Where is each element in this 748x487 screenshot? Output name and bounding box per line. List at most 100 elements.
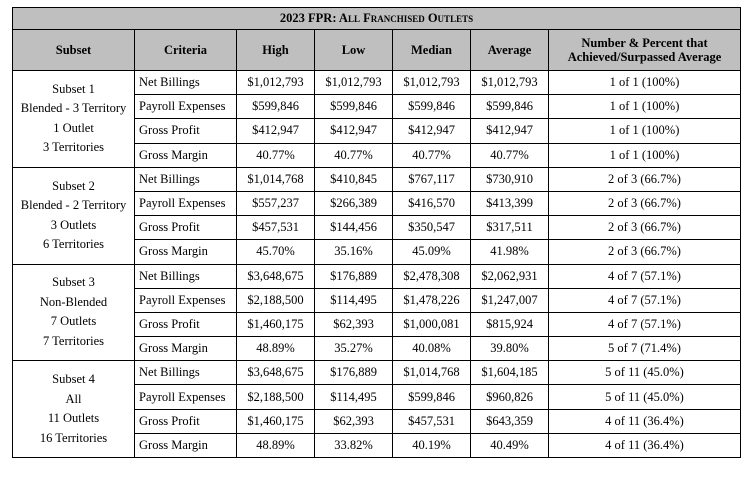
table-row: Payroll Expenses $599,846 $599,846 $599,846… [13, 94, 741, 120]
header-subset: Subset [12, 29, 135, 71]
low-cell: $412,947 [314, 118, 393, 144]
header-median: Median [392, 29, 471, 71]
median-cell: $457,531 [392, 408, 471, 434]
median-cell: 40.77% [392, 142, 471, 168]
achieved-cell: 5 of 7 (71.4%) [548, 336, 741, 362]
high-cell: $3,648,675 [236, 360, 315, 386]
header-criteria: Criteria [134, 29, 237, 71]
achieved-cell: 5 of 11 (45.0%) [548, 360, 741, 386]
median-cell: $1,012,793 [392, 69, 471, 96]
subset-label-line: Subset 4 [52, 372, 95, 387]
criteria-cell: Gross Margin [134, 336, 237, 362]
achieved-cell: 1 of 1 (100%) [548, 69, 741, 96]
subset-label: Subset 2 Blended - 2 Territory 3 Outlets 6 … [12, 166, 135, 265]
header-row: Subset Criteria High Low Median Average … [12, 29, 741, 71]
high-cell: $1,460,175 [236, 311, 315, 338]
achieved-cell: 2 of 3 (66.7%) [548, 190, 741, 217]
average-cell: $1,247,007 [470, 287, 549, 313]
low-cell: 35.16% [314, 239, 393, 265]
subset-label-line: Subset 1 [52, 81, 95, 96]
average-cell: $413,399 [470, 190, 549, 217]
subset-label-line: 6 Territories [42, 237, 105, 252]
criteria-cell: Gross Profit [134, 408, 237, 434]
achieved-cell: 5 of 11 (45.0%) [548, 384, 741, 410]
achieved-cell: 4 of 7 (57.1%) [548, 287, 741, 313]
high-cell: 48.89% [236, 432, 315, 459]
low-cell: $176,889 [314, 360, 393, 386]
table-row: Payroll Expenses $557,237 $266,389 $416,570… [13, 190, 741, 217]
criteria-cell: Gross Margin [134, 239, 237, 265]
header-achieved: Number & Percent that Achieved/Surpassed… [548, 29, 741, 71]
subset-label: Subset 4 All 11 Outlets 16 Territories [12, 360, 135, 458]
median-cell: $412,947 [392, 118, 471, 144]
achieved-cell: 1 of 1 (100%) [548, 94, 741, 120]
subset-label: Subset 3 Non-Blended 7 Outlets 7 Territorie… [12, 263, 135, 362]
median-cell: $350,547 [392, 215, 471, 241]
criteria-cell: Gross Profit [134, 311, 237, 338]
achieved-cell: 1 of 1 (100%) [548, 118, 741, 144]
average-cell: $412,947 [470, 118, 549, 144]
achieved-cell: 4 of 7 (57.1%) [548, 311, 741, 338]
criteria-cell: Payroll Expenses [134, 287, 237, 313]
table-title: 2023 FPR: All Franchised Outlets [12, 7, 741, 30]
subset-label-line: 7 Outlets [50, 314, 97, 329]
median-cell: $1,478,226 [392, 287, 471, 313]
average-cell: $1,012,793 [470, 69, 549, 96]
table-row: Subset 1 Blended - 3 Territory 1 Outlet 3 T… [12, 69, 741, 168]
median-cell: 40.19% [392, 432, 471, 459]
table-row: Subset 2 Blended - 2 Territory 3 Outlets 6 … [12, 166, 741, 265]
subset-label-line: Subset 3 [52, 275, 95, 290]
median-cell: $2,478,308 [392, 263, 471, 289]
low-cell: $176,889 [314, 263, 393, 289]
criteria-cell: Gross Profit [134, 118, 237, 144]
table-row: Subset 3 Non-Blended 7 Outlets 7 Territorie… [12, 263, 741, 362]
high-cell: $557,237 [236, 190, 315, 217]
subset-label-line: Non-Blended [39, 294, 108, 309]
average-cell: 40.49% [470, 432, 549, 459]
median-cell: 40.08% [392, 336, 471, 362]
high-cell: $2,188,500 [236, 384, 315, 410]
header-achieved-line1: Number & Percent that [581, 36, 708, 50]
criteria-cell: Payroll Expenses [134, 384, 237, 410]
table-row: Gross Margin 40.77% 40.77% 40.77% 40.77% 1 of… [13, 142, 741, 168]
criteria-cell: Gross Margin [134, 142, 237, 168]
high-cell: 45.70% [236, 239, 315, 265]
high-cell: $599,846 [236, 94, 315, 120]
average-cell: $599,846 [470, 94, 549, 120]
achieved-cell: 2 of 3 (66.7%) [548, 166, 741, 192]
subset-label: Subset 1 Blended - 3 Territory 1 Outlet 3 T… [12, 70, 135, 168]
subset-label-line: Blended - 2 Territory [20, 198, 127, 213]
median-cell: $599,846 [392, 94, 471, 120]
median-cell: $1,014,768 [392, 360, 471, 386]
table-title-row: 2023 FPR: All Franchised Outlets [12, 7, 741, 30]
high-cell: $457,531 [236, 215, 315, 241]
header-high: High [236, 29, 315, 71]
high-cell: $1,014,768 [236, 166, 315, 192]
high-cell: $2,188,500 [236, 287, 315, 313]
fpr-table: 2023 FPR: All Franchised Outlets Subset … [12, 7, 741, 459]
median-cell: $1,000,081 [392, 311, 471, 338]
table-row: Gross Profit $1,460,175 $62,393 $457,531 $64… [13, 408, 741, 434]
subset-label-line: All [65, 391, 82, 406]
subset-label-line: 3 Territories [42, 140, 105, 155]
header-low: Low [314, 29, 393, 71]
median-cell: $599,846 [392, 384, 471, 410]
average-cell: 39.80% [470, 336, 549, 362]
subset-label-line: 1 Outlet [53, 120, 94, 135]
achieved-cell: 2 of 3 (66.7%) [548, 239, 741, 265]
high-cell: $1,460,175 [236, 408, 315, 434]
average-cell: $1,604,185 [470, 360, 549, 386]
low-cell: 40.77% [314, 142, 393, 168]
achieved-cell: 4 of 11 (36.4%) [548, 408, 741, 434]
table-body: Subset 1 Blended - 3 Territory 1 Outlet 3 T… [12, 69, 741, 459]
achieved-cell: 1 of 1 (100%) [548, 142, 741, 168]
achieved-cell: 2 of 3 (66.7%) [548, 215, 741, 241]
header-achieved-line2: Achieved/Surpassed Average [567, 50, 722, 64]
low-cell: $62,393 [314, 408, 393, 434]
low-cell: $1,012,793 [314, 69, 393, 96]
subset-label-line: 11 Outlets [47, 411, 100, 426]
criteria-cell: Net Billings [134, 263, 237, 289]
high-cell: 40.77% [236, 142, 315, 168]
average-cell: $815,924 [470, 311, 549, 338]
criteria-cell: Payroll Expenses [134, 190, 237, 217]
